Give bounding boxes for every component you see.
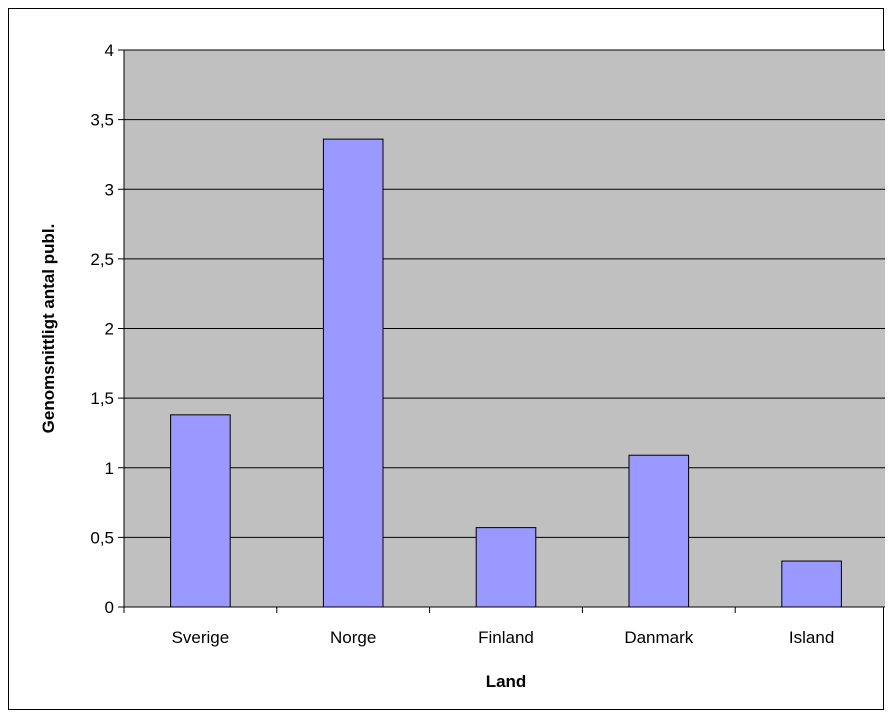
x-category-labels: Sverige Norge Finland Danmark Island [172, 628, 835, 647]
y-tick-labels: 0 0,5 1 1,5 2 2,5 3 3,5 4 [90, 41, 114, 617]
x-axis-title: Land [486, 672, 527, 691]
y-tick-label: 3 [105, 180, 114, 199]
y-tick-label: 2 [105, 320, 114, 339]
bar-island [781, 560, 842, 608]
bars [170, 138, 842, 608]
bar-norge [322, 138, 384, 608]
x-category-label: Danmark [624, 628, 693, 647]
bar-chart: 0 0,5 1 1,5 2 2,5 3 3,5 4 Sverige Norge Finland Dan… [39, 41, 885, 691]
bar-danmark [628, 454, 690, 608]
x-category-label: Sverige [172, 628, 230, 647]
y-tick-label: 0 [105, 598, 114, 617]
y-tick-label: 0,5 [90, 528, 114, 547]
bar-sverige [170, 414, 231, 608]
y-tick-label: 3,5 [90, 111, 114, 130]
axes [118, 49, 885, 613]
y-tick-label: 2,5 [90, 250, 114, 269]
x-category-label: Island [789, 628, 834, 647]
x-category-label: Norge [330, 628, 376, 647]
gridlines [124, 49, 885, 538]
x-category-label: Finland [478, 628, 534, 647]
y-tick-label: 1 [105, 459, 114, 478]
y-tick-label: 1,5 [90, 389, 114, 408]
chart-container: 0 0,5 1 1,5 2 2,5 3 3,5 4 Sverige Norge Finland Dan… [8, 8, 885, 710]
y-axis-title: Genomsnittligt antal publ. [39, 224, 58, 434]
bar-finland [475, 527, 537, 608]
y-tick-label: 4 [105, 41, 114, 60]
